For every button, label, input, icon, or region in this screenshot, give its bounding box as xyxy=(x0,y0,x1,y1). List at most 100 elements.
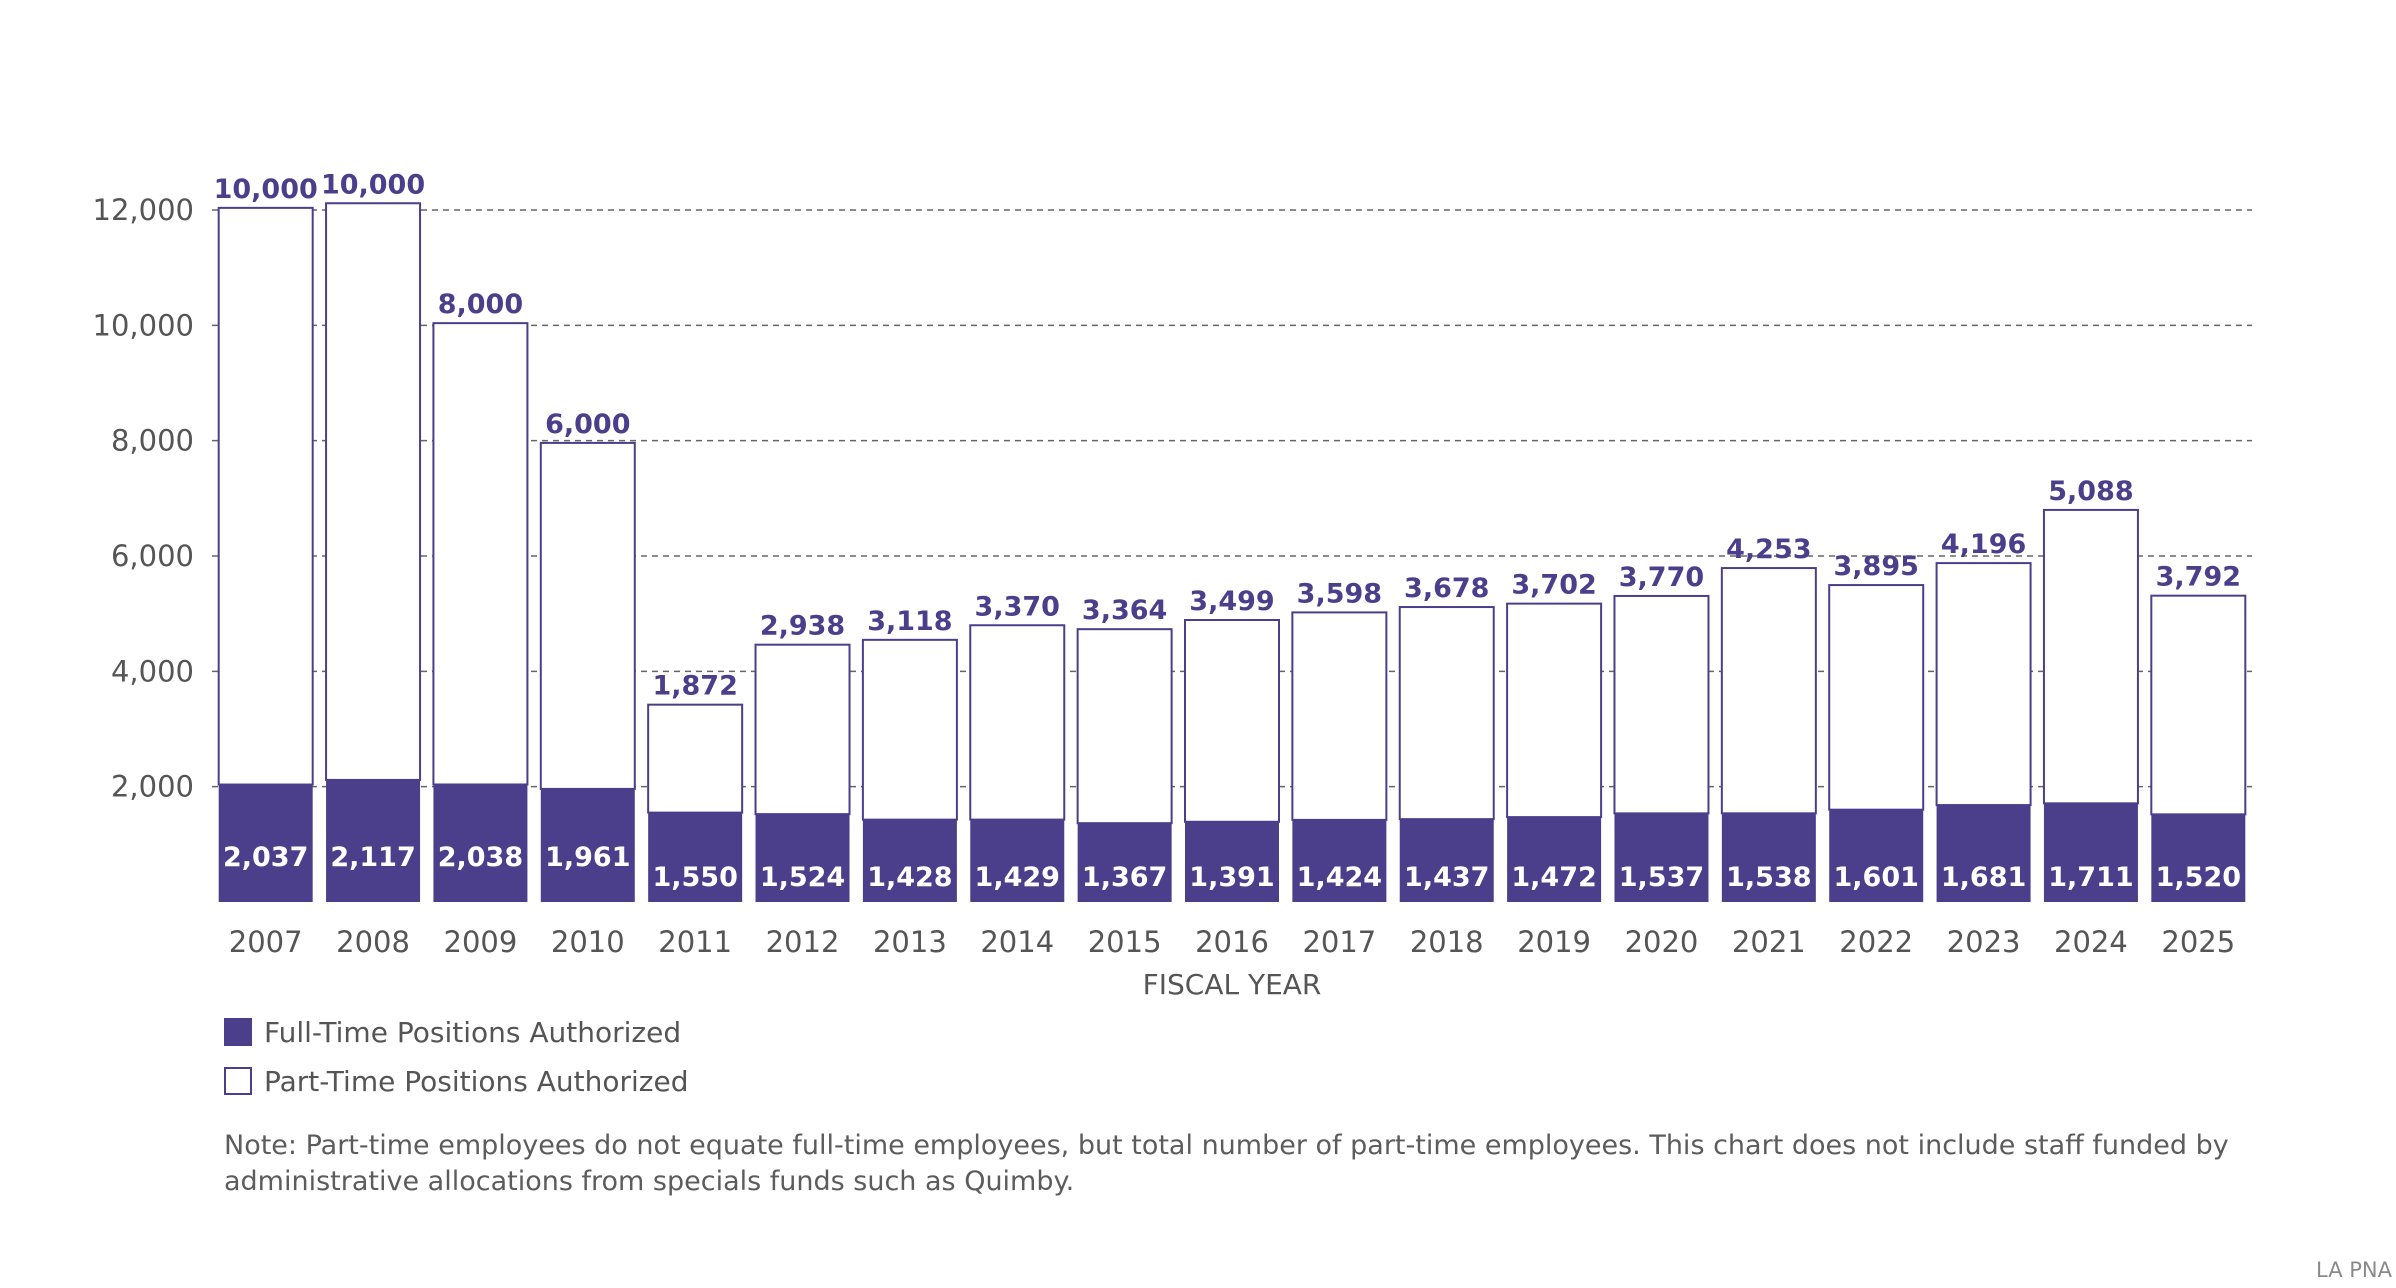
x-tick-label: 2013 xyxy=(873,925,947,959)
legend-item-full-time: Full-Time Positions Authorized xyxy=(224,1015,688,1049)
bar-full-time xyxy=(540,788,635,902)
bar-part-time xyxy=(217,206,314,786)
part-time-value-label: 3,678 xyxy=(1404,573,1489,604)
part-time-value-label: 6,000 xyxy=(545,409,630,440)
part-time-value-label: 3,118 xyxy=(867,606,952,637)
y-tick-label: 12,000 xyxy=(93,193,194,227)
bar-part-time xyxy=(2042,508,2139,805)
x-tick-label: 2012 xyxy=(766,925,840,959)
part-time-value-label: 5,088 xyxy=(2048,476,2133,507)
bar-part-time xyxy=(969,624,1066,821)
bar-full-time xyxy=(1292,819,1387,902)
bar-part-time xyxy=(1613,594,1710,815)
bar-part-time xyxy=(1398,606,1495,821)
bar-full-time xyxy=(1829,809,1924,902)
x-tick-label: 2011 xyxy=(658,925,732,959)
chart-note: Note: Part-time employees do not equate … xyxy=(224,1130,2229,1197)
bar-full-time xyxy=(1936,805,2031,902)
legend: Full-Time Positions Authorized Part-Time… xyxy=(224,1016,688,1114)
part-time-value-label: 3,770 xyxy=(1619,562,1704,593)
bar-part-time xyxy=(1720,567,1817,815)
bar-part-time xyxy=(1935,562,2032,807)
part-time-value-label: 1,872 xyxy=(652,671,737,702)
x-tick-label: 2021 xyxy=(1732,925,1806,959)
bar-part-time xyxy=(539,441,636,790)
part-time-value-label: 2,938 xyxy=(760,611,845,642)
x-tick-label: 2007 xyxy=(229,925,303,959)
y-tick-label: 4,000 xyxy=(111,654,194,688)
bar-part-time xyxy=(325,202,422,781)
part-time-value-label: 3,598 xyxy=(1297,578,1382,609)
full-time-value-label: 1,437 xyxy=(1404,862,1489,893)
bar-full-time xyxy=(1721,813,1816,902)
legend-swatch-part-time xyxy=(224,1067,252,1095)
bar-part-time xyxy=(647,703,744,814)
x-tick-label: 2025 xyxy=(2161,925,2235,959)
bar-full-time xyxy=(970,819,1065,902)
part-time-value-label: 3,895 xyxy=(1834,551,1919,582)
bar-part-time xyxy=(754,643,851,816)
full-time-value-label: 1,472 xyxy=(1511,862,1596,893)
full-time-value-label: 2,038 xyxy=(438,842,523,873)
y-tick-label: 8,000 xyxy=(111,424,194,458)
x-tick-label: 2016 xyxy=(1195,925,1269,959)
x-tick-label: 2017 xyxy=(1302,925,1376,959)
x-tick-label: 2015 xyxy=(1088,925,1162,959)
bar-full-time xyxy=(433,784,528,902)
full-time-value-label: 1,538 xyxy=(1726,862,1811,893)
legend-label-part-time: Part-Time Positions Authorized xyxy=(264,1064,689,1098)
bar-part-time xyxy=(1506,602,1603,819)
stacked-bar-chart: 2,000 4,000 6,000 8,000 10,000 12,000 2,037 10,… xyxy=(93,169,2252,1000)
bar-full-time xyxy=(862,819,957,902)
bar-part-time xyxy=(1828,584,1925,811)
bar-part-time xyxy=(861,638,958,821)
full-time-value-label: 1,520 xyxy=(2156,862,2241,893)
full-time-value-label: 1,537 xyxy=(1619,862,1704,893)
part-time-value-label: 3,792 xyxy=(2156,562,2241,593)
bar-full-time xyxy=(1614,813,1709,902)
x-tick-label: 2023 xyxy=(1947,925,2021,959)
x-tick-label: 2024 xyxy=(2054,925,2128,959)
x-tick-label: 2014 xyxy=(980,925,1054,959)
part-time-value-label: 4,196 xyxy=(1941,529,2026,560)
bar-part-time xyxy=(1184,619,1280,823)
part-time-value-label: 3,499 xyxy=(1189,586,1274,617)
legend-label-full-time: Full-Time Positions Authorized xyxy=(264,1015,682,1049)
y-tick-label: 2,000 xyxy=(111,770,194,804)
x-tick-label: 2019 xyxy=(1517,925,1591,959)
full-time-value-label: 1,424 xyxy=(1297,862,1382,893)
bar-full-time xyxy=(1077,823,1172,902)
bar-full-time xyxy=(218,784,313,902)
full-time-value-label: 2,037 xyxy=(223,842,308,873)
x-tick-label: 2008 xyxy=(336,925,410,959)
bar-full-time xyxy=(1507,817,1602,902)
source-credit: LA PNA xyxy=(2316,1258,2392,1282)
bar-full-time xyxy=(2043,803,2138,902)
bar-full-time xyxy=(1185,821,1279,902)
full-time-value-label: 1,681 xyxy=(1941,862,2026,893)
part-time-value-label: 10,000 xyxy=(321,169,425,200)
full-time-value-label: 1,961 xyxy=(545,842,630,873)
part-time-value-label: 8,000 xyxy=(438,289,523,320)
bar-full-time xyxy=(326,779,421,902)
x-tick-label: 2018 xyxy=(1410,925,1484,959)
x-tick-label: 2022 xyxy=(1839,925,1913,959)
full-time-value-label: 1,428 xyxy=(867,862,952,893)
bar-full-time xyxy=(2151,814,2246,902)
part-time-value-label: 3,370 xyxy=(975,591,1060,622)
part-time-value-label: 3,364 xyxy=(1082,595,1167,626)
full-time-value-label: 1,429 xyxy=(975,862,1060,893)
full-time-value-label: 1,550 xyxy=(652,862,737,893)
legend-swatch-full-time xyxy=(224,1018,252,1046)
x-tick-label: 2020 xyxy=(1625,925,1699,959)
bar-part-time xyxy=(1076,628,1173,825)
part-time-value-label: 10,000 xyxy=(214,174,318,205)
bar-part-time xyxy=(1291,611,1388,821)
full-time-value-label: 1,367 xyxy=(1082,862,1167,893)
full-time-value-label: 2,117 xyxy=(330,842,415,873)
y-tick-label: 10,000 xyxy=(93,308,194,342)
full-time-value-label: 1,601 xyxy=(1834,862,1919,893)
y-tick-label: 6,000 xyxy=(111,539,194,573)
full-time-value-label: 1,711 xyxy=(2048,862,2133,893)
part-time-value-label: 4,253 xyxy=(1726,534,1811,565)
